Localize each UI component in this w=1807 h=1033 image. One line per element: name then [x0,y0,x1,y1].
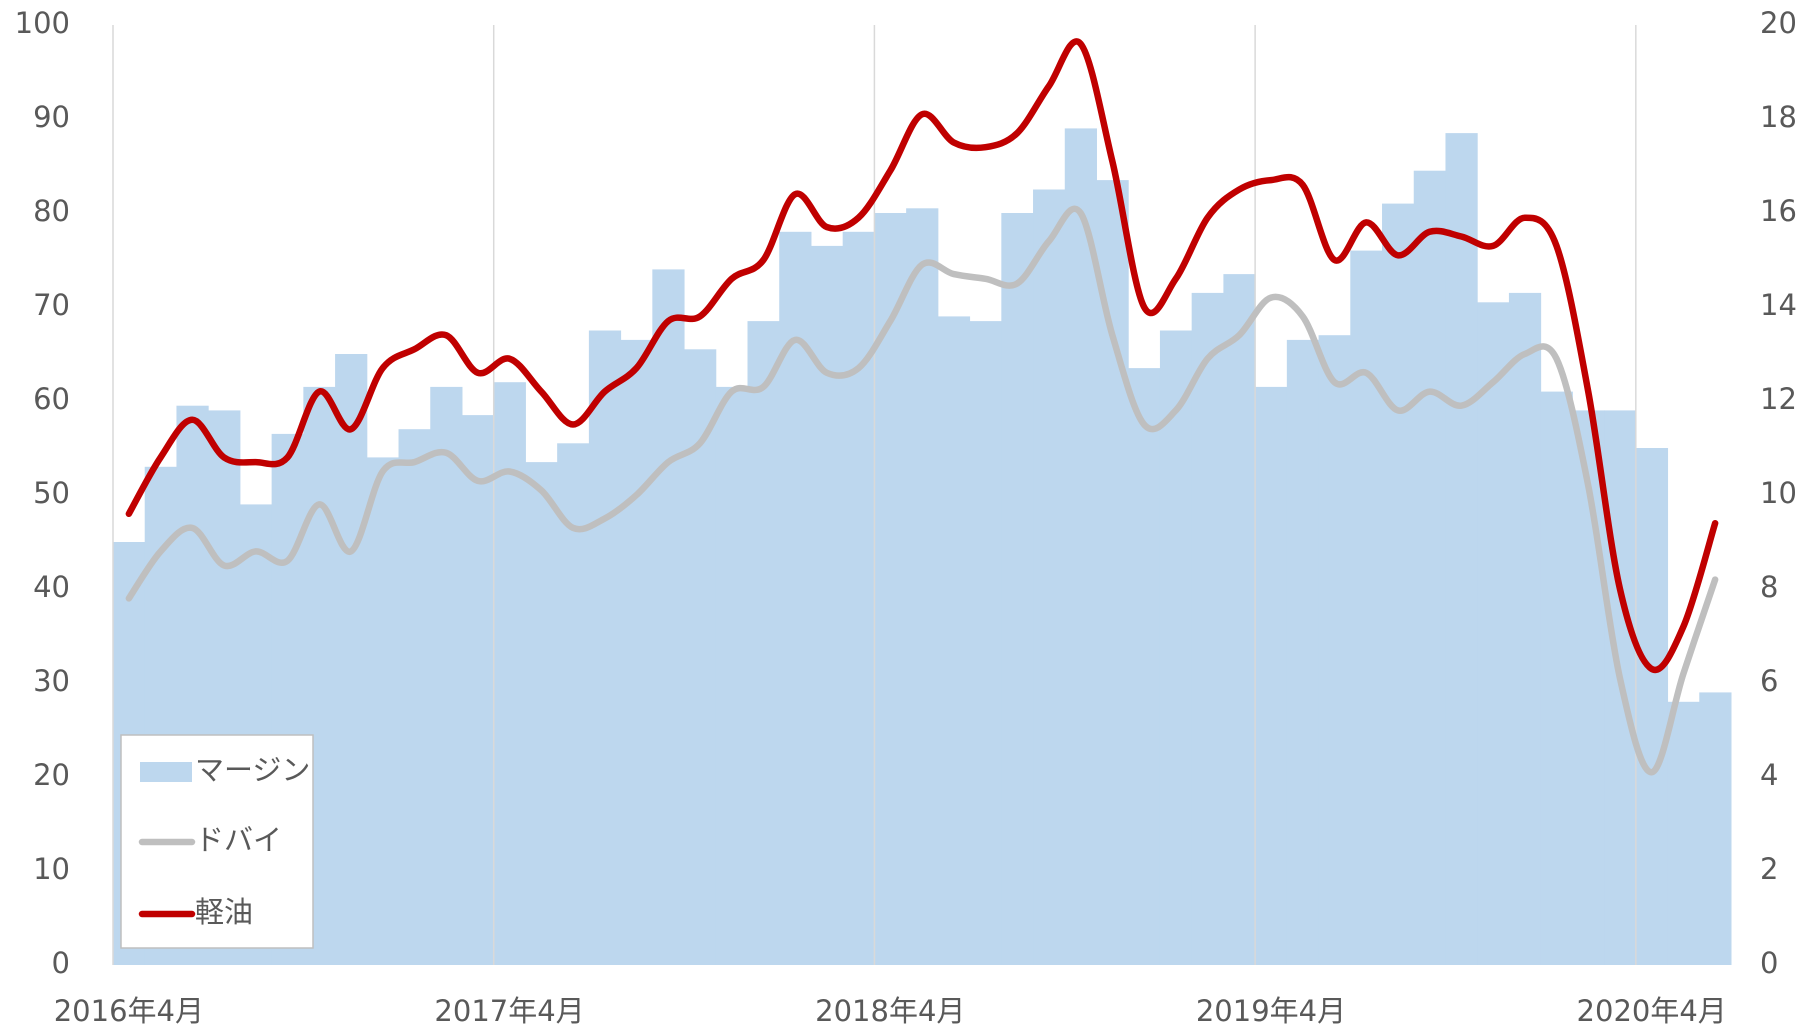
bar [525,462,558,965]
y2-tick-label: 10 [1760,476,1797,510]
bar [1223,274,1256,966]
bar [1064,128,1097,965]
bar [1382,203,1415,966]
y2-tick-label: 8 [1760,570,1778,604]
y2-tick-label: 0 [1760,946,1778,980]
y-tick-label: 60 [33,382,70,416]
bar [1413,170,1446,965]
bar [366,457,400,965]
line [125,38,1719,674]
bar [715,386,749,965]
bar [810,245,844,965]
x-tick-label: 2016年4月 [54,994,204,1028]
legend-label: マージン [195,753,310,787]
y2-tick-label: 4 [1760,758,1778,792]
y-tick-label: 50 [33,476,70,510]
bar [1128,368,1161,966]
y-tick-label: 80 [33,194,70,228]
y2-tick-label: 12 [1760,382,1797,416]
bar [937,316,971,965]
x-tick-label: 2017年4月 [434,994,584,1028]
line [125,205,1719,776]
bar [1318,335,1351,965]
bar [461,415,495,966]
y-tick-label: 30 [33,664,70,698]
y2-tick-label: 14 [1760,288,1797,322]
x-tick-label: 2019年4月 [1196,994,1346,1028]
bar [398,429,431,965]
y2-tick-label: 2 [1760,852,1778,886]
legend-label: ドバイ [195,823,282,857]
bar [430,386,463,965]
y2-tick-label: 6 [1760,664,1778,698]
bar [1096,180,1129,966]
bar [1255,386,1288,965]
bar [906,208,939,966]
y-tick-label: 40 [33,570,70,604]
bar [588,330,622,965]
bar [652,269,685,965]
legend-swatch [140,762,192,782]
bar [1667,701,1700,965]
y-tick-label: 10 [33,852,70,886]
bar [493,382,526,965]
x-tick-label: 2020年4月 [1577,994,1727,1028]
bar [1159,330,1193,965]
y-tick-label: 0 [52,946,70,980]
bar [842,231,875,966]
bar [1033,189,1066,965]
y-tick-label: 20 [33,758,70,792]
bar [1001,213,1034,965]
bar [1635,448,1669,965]
y-tick-label: 100 [15,6,70,40]
bar [1445,133,1478,966]
bar [1508,292,1542,965]
bar [1477,302,1510,965]
y2-tick-label: 20 [1760,6,1797,40]
bar [1540,391,1573,966]
y2-tick-label: 16 [1760,194,1797,228]
legend-label: 軽油 [195,895,253,929]
bar [969,321,1002,966]
bar [1699,692,1732,965]
y-tick-label: 70 [33,288,70,322]
bar [1191,292,1224,965]
x-tick-label: 2018年4月 [815,994,965,1028]
bar [1286,339,1320,965]
y-tick-label: 90 [33,100,70,134]
bar [335,354,368,965]
bar [620,339,653,965]
bar [747,321,780,966]
y2-tick-label: 18 [1760,100,1797,134]
bar [1350,250,1383,966]
